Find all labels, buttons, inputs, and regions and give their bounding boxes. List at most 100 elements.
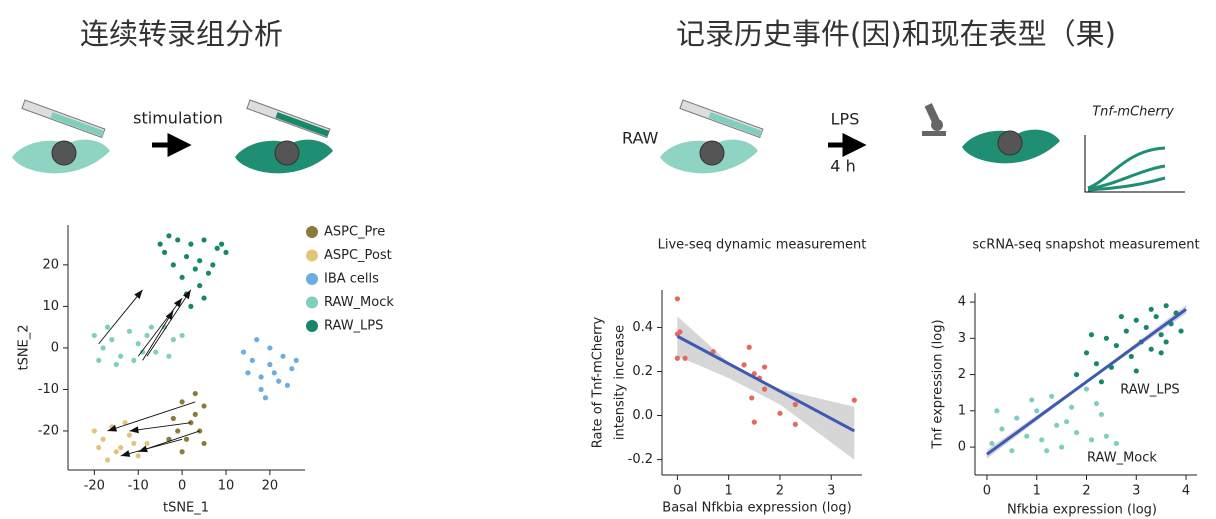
point [1084,386,1089,391]
point [1119,314,1124,319]
point [1014,415,1019,420]
point [1049,394,1054,399]
point [1064,419,1069,424]
point [210,262,215,267]
point [127,329,132,334]
point [1159,332,1164,337]
arrow [129,423,190,434]
point [272,370,277,375]
y-tick-label: 3 [958,331,966,346]
point [131,358,136,363]
point [162,250,167,255]
y-tick-label: 0.0 [632,408,653,423]
point [1074,372,1079,377]
point [793,422,798,427]
point [105,325,110,330]
x-tick-label: 20 [262,479,279,494]
point [1024,434,1029,439]
point [149,325,154,330]
point [175,237,180,242]
y-tick-label: -0.2 [628,452,653,467]
point [263,395,268,400]
point [166,233,171,238]
point [215,246,220,251]
point [1089,332,1094,337]
point [1134,368,1139,373]
figure: 连续转录组分析 记录历史事件(因)和现在表型（果) stimulation RA… [0,0,1216,519]
arrow-shaft [147,290,191,356]
point [175,428,180,433]
legend-marker [306,320,318,332]
point [188,304,193,309]
point [180,449,185,454]
point [285,383,290,388]
point [114,449,119,454]
x-tick-label: 10 [218,479,235,494]
arrow [121,439,182,457]
point [180,275,185,280]
legend-marker [306,226,318,238]
heading: 连续转录组分析 [80,17,283,51]
cell [962,130,1060,164]
x-tick-label: 0 [178,479,186,494]
point [752,420,757,425]
diagram-label: LPS [831,110,860,129]
arrow-head [129,426,138,433]
diagram-label: 4 h [830,157,855,176]
point [294,358,299,363]
point [241,349,246,354]
point [118,354,123,359]
x-axis-label: tSNE_1 [163,501,209,516]
series-annotation: RAW_Mock [1087,451,1157,466]
point [223,250,228,255]
point [118,445,123,450]
point [1059,444,1064,449]
point [144,441,149,446]
point [1054,423,1059,428]
x-tick-label: 2 [776,484,784,499]
point [280,354,285,359]
point [1094,361,1099,366]
point [1074,430,1079,435]
y-tick-label: -20 [38,423,59,438]
cell [660,140,758,174]
legend-marker [306,297,318,309]
point [184,437,189,442]
x-tick-label: -10 [128,479,149,494]
point [1029,397,1034,402]
y-tick-label: 2 [958,367,966,382]
point [180,333,185,338]
point [171,262,176,267]
point [1129,354,1134,359]
y-tick-label: -10 [38,382,59,397]
arrow-shaft [121,439,182,456]
point [201,403,206,408]
point [1069,405,1074,410]
arrow [99,290,143,344]
cell [12,140,110,174]
arrow [108,402,196,432]
legend-label: ASPC_Post [324,248,392,263]
point [245,370,250,375]
point [101,345,106,350]
arrow-shaft [108,402,196,431]
x-tick-label: 4 [1182,484,1190,499]
y-axis-label: intensity increase [613,325,628,440]
y-axis-label: tSNE_2 [17,324,32,370]
point [1178,328,1183,333]
point [114,362,119,367]
point [136,453,141,458]
point [1149,347,1154,352]
x-tick-label: 3 [827,484,835,499]
x-tick-label: 2 [1082,484,1090,499]
point [158,242,163,247]
point [793,402,798,407]
y-tick-label: 10 [42,299,59,314]
point [153,349,158,354]
point [1114,343,1119,348]
arrow [828,137,861,153]
y-tick-label: 20 [42,257,59,272]
point [682,356,687,361]
y-tick-label: 4 [958,295,966,310]
chart-title: scRNA-seq snapshot measurement [972,238,1199,253]
